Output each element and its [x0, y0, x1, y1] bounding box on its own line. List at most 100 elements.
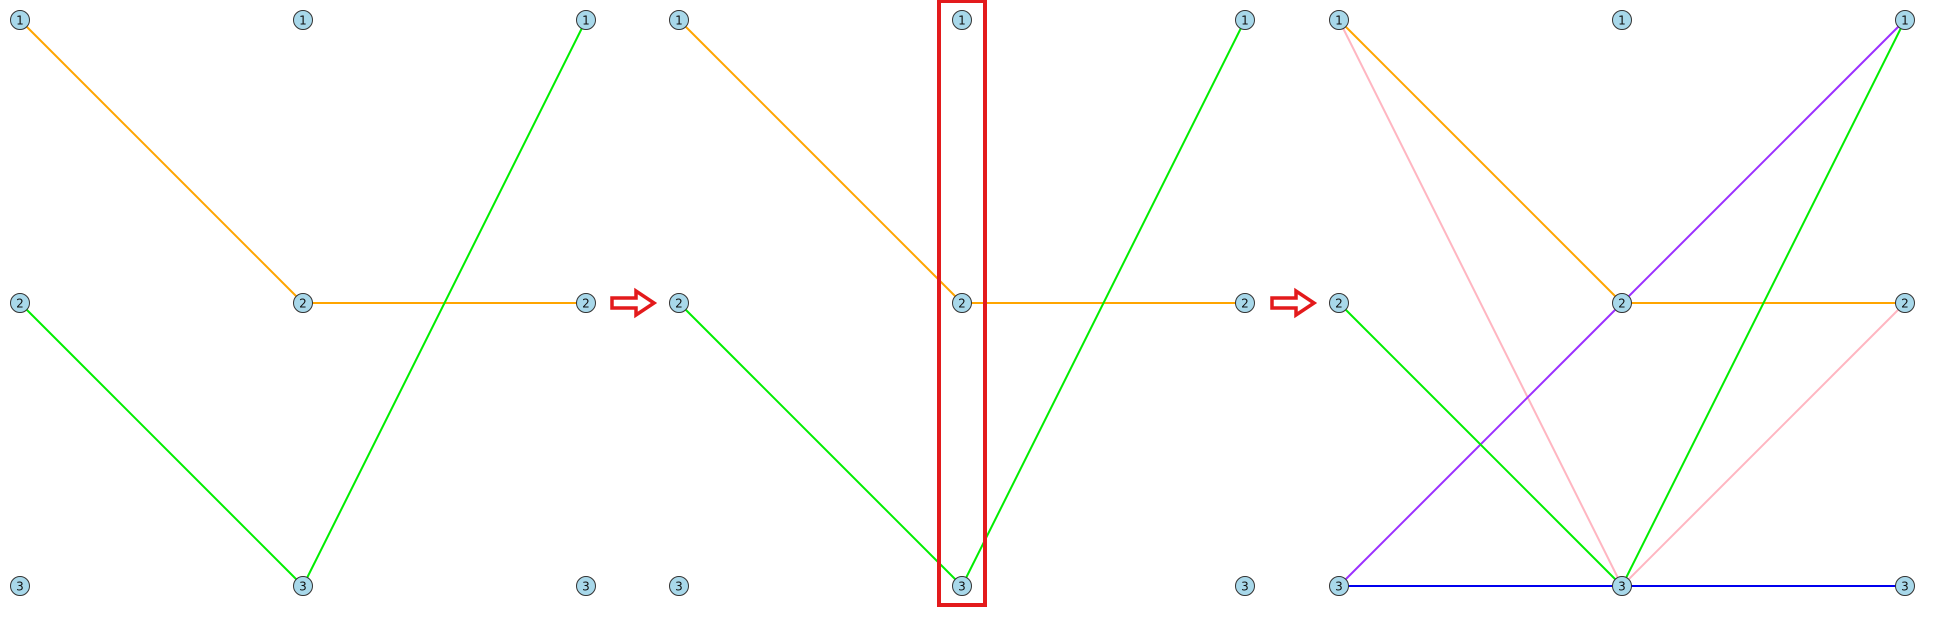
panel-3-node-c3-r1: 1 — [1895, 10, 1915, 30]
panel-3-edge-2 — [1338, 19, 1623, 304]
node-label: 3 — [582, 580, 590, 594]
node-circle — [576, 10, 596, 30]
node-label: 3 — [675, 580, 683, 594]
node-label: 1 — [582, 14, 590, 28]
panel-1-edge-3 — [302, 19, 587, 587]
node-circle — [1612, 576, 1632, 596]
node-circle — [1895, 576, 1915, 596]
panel-3-node-c2-r1: 1 — [1612, 10, 1632, 30]
panel-1-node-c1-r1: 1 — [10, 10, 30, 30]
node-label: 1 — [1335, 14, 1343, 28]
node-circle — [669, 293, 689, 313]
node-circle — [1895, 10, 1915, 30]
panel-1-node-c2-r3: 3 — [293, 576, 313, 596]
node-label: 3 — [299, 580, 307, 594]
node-label: 2 — [1618, 297, 1626, 311]
panel-3-node-c3-r3: 3 — [1895, 576, 1915, 596]
node-circle — [1329, 576, 1349, 596]
node-circle — [1895, 293, 1915, 313]
node-label: 1 — [958, 14, 966, 28]
panel-2-column-highlight — [937, 0, 987, 607]
node-circle — [293, 10, 313, 30]
node-circle — [1329, 293, 1349, 313]
panel-3-edge-0 — [1338, 19, 1623, 587]
node-circle — [576, 293, 596, 313]
panel-3-node-c2-r2: 2 — [1612, 293, 1632, 313]
node-label: 3 — [1901, 580, 1909, 594]
node-label: 1 — [675, 14, 683, 28]
node-label: 1 — [299, 14, 307, 28]
panel-1-node-c1-r2: 2 — [10, 293, 30, 313]
panel-2-node-c1-r2: 2 — [669, 293, 689, 313]
node-circle — [952, 293, 972, 313]
panel-1-edge-0 — [19, 19, 304, 304]
panel-3-node-c1-r3: 3 — [1329, 576, 1349, 596]
panel-3-edge-1 — [1621, 302, 1906, 587]
panel-2-node-c3-r2: 2 — [1235, 293, 1255, 313]
node-circle — [1235, 576, 1255, 596]
node-circle — [293, 293, 313, 313]
panel-2-edge-0 — [678, 19, 963, 304]
panel-2-node-c1-r3: 3 — [669, 576, 689, 596]
node-label: 2 — [1241, 297, 1249, 311]
panel-2-node-c3-r1: 1 — [1235, 10, 1255, 30]
panel-1-node-c3-r2: 2 — [576, 293, 596, 313]
node-circle — [1612, 10, 1632, 30]
node-label: 3 — [1618, 580, 1626, 594]
highlight-layer — [937, 0, 987, 607]
panel-2-node-c2-r3: 3 — [952, 576, 972, 596]
panel-2-node-c2-r2: 2 — [952, 293, 972, 313]
node-circle — [576, 576, 596, 596]
node-label: 3 — [16, 580, 24, 594]
panel-1-node-c3-r3: 3 — [576, 576, 596, 596]
panel-2-edge-2 — [678, 302, 963, 587]
node-circle — [10, 576, 30, 596]
panel-3-node-c3-r2: 2 — [1895, 293, 1915, 313]
edges-layer — [19, 19, 1906, 587]
panel-3-node-c1-r1: 1 — [1329, 10, 1349, 30]
panel-2-node-c1-r1: 1 — [669, 10, 689, 30]
arrow-1-icon — [610, 287, 658, 319]
panel-2-edge-3 — [961, 19, 1246, 587]
node-label: 2 — [299, 297, 307, 311]
panel-3-node-c2-r3: 3 — [1612, 576, 1632, 596]
node-circle — [952, 10, 972, 30]
node-label: 3 — [1335, 580, 1343, 594]
node-label: 2 — [958, 297, 966, 311]
node-label: 2 — [1335, 297, 1343, 311]
node-circle — [1235, 293, 1255, 313]
node-circle — [952, 576, 972, 596]
arrows-layer — [610, 287, 1318, 319]
node-circle — [1235, 10, 1255, 30]
node-circle — [669, 10, 689, 30]
node-label: 3 — [958, 580, 966, 594]
node-circle — [10, 10, 30, 30]
panel-3-edge-7 — [1621, 19, 1906, 587]
panel-1-node-c2-r1: 1 — [293, 10, 313, 30]
panel-1-node-c1-r3: 3 — [10, 576, 30, 596]
nodes-layer: 1 2 3 1 2 3 1 2 3 1 2 3 1 2 3 1 2 3 1 2 3 1 2 3 1 2 3 — [10, 10, 1915, 596]
node-label: 1 — [16, 14, 24, 28]
panel-3-node-c1-r2: 2 — [1329, 293, 1349, 313]
panel-3-edge-5 — [1621, 19, 1906, 304]
node-label: 2 — [675, 297, 683, 311]
node-circle — [1329, 10, 1349, 30]
panel-1-node-c2-r2: 2 — [293, 293, 313, 313]
node-label: 1 — [1901, 14, 1909, 28]
node-circle — [1612, 293, 1632, 313]
node-label: 2 — [1901, 297, 1909, 311]
node-label: 2 — [16, 297, 24, 311]
panel-3-edge-6 — [1338, 302, 1623, 587]
node-circle — [669, 576, 689, 596]
panel-1-edge-2 — [19, 302, 304, 587]
node-label: 1 — [1618, 14, 1626, 28]
node-label: 3 — [1241, 580, 1249, 594]
panel-2-node-c3-r3: 3 — [1235, 576, 1255, 596]
panel-2-node-c2-r1: 1 — [952, 10, 972, 30]
node-label: 2 — [582, 297, 590, 311]
node-label: 1 — [1241, 14, 1249, 28]
arrow-2-icon — [1270, 287, 1318, 319]
panel-1-node-c3-r1: 1 — [576, 10, 596, 30]
node-circle — [293, 576, 313, 596]
